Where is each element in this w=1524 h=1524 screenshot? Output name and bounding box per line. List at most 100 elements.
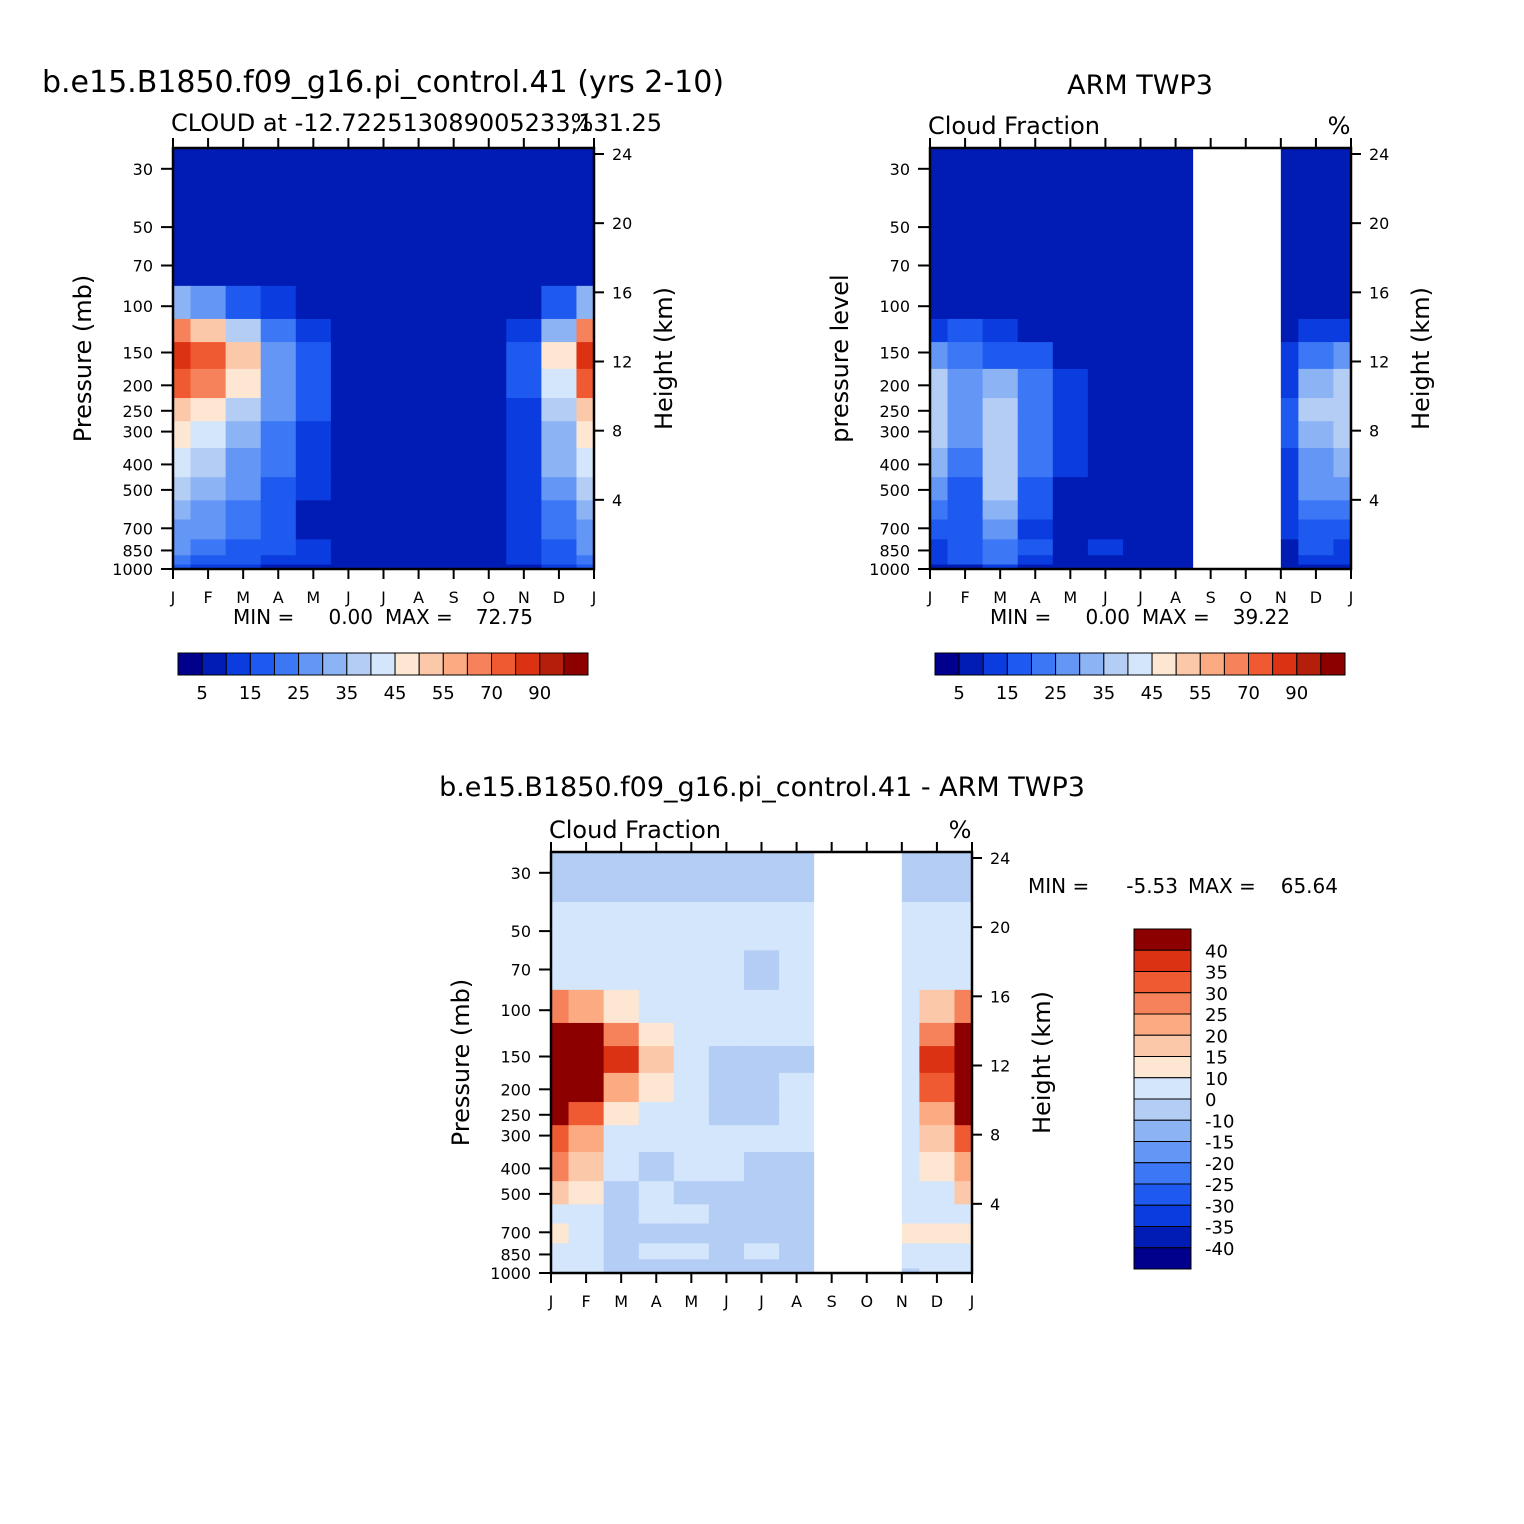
heat-cell xyxy=(225,477,262,501)
heat-cell xyxy=(743,1102,780,1126)
heat-cell xyxy=(1087,368,1124,399)
heat-cell xyxy=(708,862,745,903)
heat-cell xyxy=(190,148,227,159)
heat-cell xyxy=(568,1022,605,1047)
colorbar-box xyxy=(1127,652,1153,676)
heat-cell xyxy=(603,862,640,903)
heat-cell xyxy=(1017,421,1054,449)
heat-cell xyxy=(1298,564,1335,570)
heat-cell xyxy=(1052,421,1089,449)
heat-cell xyxy=(225,564,262,570)
height-tick-label: 4 xyxy=(1369,491,1379,510)
heat-cell xyxy=(1263,148,1299,159)
height-tick-label: 16 xyxy=(1369,283,1389,302)
unit-label: % xyxy=(949,816,972,844)
heat-cell xyxy=(779,1259,815,1270)
x-tick-label: J xyxy=(1137,588,1143,607)
heat-cell xyxy=(603,1243,640,1260)
heat-cell xyxy=(919,1022,956,1047)
unit-label: % xyxy=(571,109,594,137)
heat-cell xyxy=(173,368,192,399)
heat-cell xyxy=(919,1181,956,1205)
heat-cell xyxy=(568,1268,605,1274)
heat-cell xyxy=(541,342,578,370)
heat-cell xyxy=(603,901,640,951)
heat-cell xyxy=(930,448,949,478)
heat-cell xyxy=(1087,421,1124,449)
heat-cell xyxy=(1122,477,1159,501)
heat-cell xyxy=(1158,197,1194,247)
heat-cell xyxy=(1017,197,1054,247)
heat-cell xyxy=(190,448,227,478)
height-tick-label: 12 xyxy=(990,1056,1010,1075)
colorbar-label: 15 xyxy=(239,683,262,704)
heat-cell xyxy=(471,285,507,320)
heat-cell xyxy=(401,342,437,370)
height-axis-title: Height (km) xyxy=(1407,287,1435,430)
heat-cell xyxy=(1017,246,1054,287)
heat-cell xyxy=(603,1125,640,1153)
heat-cell xyxy=(471,519,507,540)
heat-cell xyxy=(1122,448,1159,478)
heat-cell xyxy=(576,197,595,247)
heat-cell xyxy=(471,318,507,343)
heat-cell xyxy=(1298,246,1335,287)
heat-cell xyxy=(225,368,262,399)
heat-cell xyxy=(365,421,402,449)
heat-cell xyxy=(551,1243,570,1260)
colorbar-box xyxy=(1006,652,1032,676)
heat-cell xyxy=(1158,448,1194,478)
height-axis: 24 20 16 12 8 4 xyxy=(594,145,632,510)
heat-cell xyxy=(436,448,472,478)
heat-cell xyxy=(947,500,984,521)
heat-cell xyxy=(1333,318,1352,343)
heat-cell xyxy=(576,477,595,501)
colorbar-box xyxy=(934,652,960,676)
heat-cell xyxy=(365,318,402,343)
heat-cell xyxy=(919,950,956,991)
heat-cell xyxy=(779,1204,815,1225)
heat-cell xyxy=(743,1181,780,1205)
heat-cell xyxy=(930,368,949,399)
heat-cell xyxy=(568,1259,605,1270)
x-tick-label: J xyxy=(548,1292,554,1311)
heat-cell xyxy=(708,1022,745,1047)
heat-cell xyxy=(260,555,297,566)
heat-cell xyxy=(603,1268,640,1274)
colorbar-label: 20 xyxy=(1205,1026,1228,1047)
colorbar-label: 90 xyxy=(1285,683,1308,704)
heat-cell xyxy=(330,564,367,570)
x-tick-label: M xyxy=(236,588,250,607)
heat-cell xyxy=(919,1223,956,1244)
heat-cell xyxy=(436,158,472,199)
colorbar: 5 15 25 35 45 55 70 90 xyxy=(177,652,589,704)
heat-cell xyxy=(1298,197,1335,247)
y-tick-label: 300 xyxy=(879,423,910,442)
stats: MIN = 0.00 MAX = 39.22 xyxy=(990,605,1290,629)
heat-cell xyxy=(982,448,1019,478)
heat-cell xyxy=(330,448,367,478)
heat-cell xyxy=(551,901,570,951)
colorbar-label: 40 xyxy=(1205,941,1228,962)
heat-cell xyxy=(982,519,1019,540)
heat-cell xyxy=(576,368,595,399)
x-tick-label: J xyxy=(723,1292,729,1311)
heat-cell xyxy=(330,318,367,343)
stats: MIN = 0.00 MAX = 72.75 xyxy=(233,605,533,629)
heat-cell xyxy=(930,564,949,570)
height-axis: 24 20 16 12 8 4 xyxy=(1351,145,1389,510)
colorbar-box xyxy=(1133,1183,1192,1206)
heat-cell xyxy=(1263,564,1299,570)
heat-cell xyxy=(541,398,578,422)
heat-cell xyxy=(1298,539,1335,556)
heat-cell xyxy=(471,246,507,287)
max-value: 72.75 xyxy=(476,605,533,629)
heat-cell xyxy=(1087,197,1124,247)
heat-cell xyxy=(330,539,367,556)
heat-cell xyxy=(295,555,332,566)
heat-cell xyxy=(982,421,1019,449)
heat-cell xyxy=(603,1259,640,1270)
colorbar-box xyxy=(1133,1013,1192,1036)
heat-cell xyxy=(982,555,1019,566)
